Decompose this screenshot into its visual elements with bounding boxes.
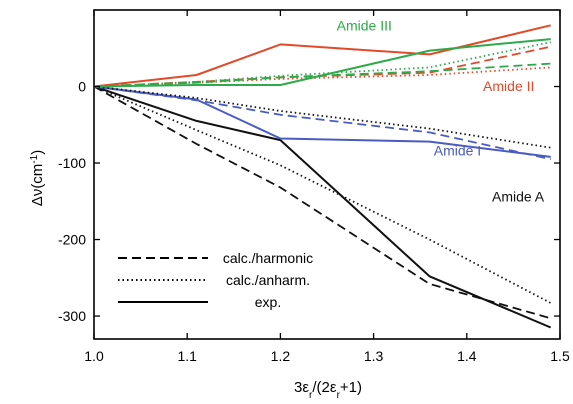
annotation-amide-a: Amide A [492, 188, 545, 204]
annotation-amide-iii: Amide III [337, 18, 392, 34]
ticks-layer: 1.0 1.1 1.2 1.3 1.4 1.5 0 -100 -200 -300 [58, 10, 570, 364]
series-line-amide-i-solid [94, 85, 551, 158]
series-line-amide-iii-solid [94, 38, 551, 88]
series-line-amide-a-solid [94, 85, 552, 329]
x-axis-label-c: +1) [340, 379, 362, 396]
x-axis-label-sub2: r [337, 390, 341, 401]
x-tick-label: 1.2 [271, 348, 291, 364]
x-tick-label: 1.3 [364, 348, 384, 364]
annotation-amide-ii: Amide II [483, 78, 534, 94]
x-axis-label-sub1: r [309, 390, 313, 401]
legend: calc./harmonic calc./anharm. exp. [118, 250, 313, 310]
x-axis-label-b: /(2ε [312, 379, 337, 396]
series-line-amide-i-dotted [94, 85, 551, 149]
x-tick-label: 1.4 [457, 348, 477, 364]
legend-label-solid: exp. [255, 294, 281, 310]
series-line-amide-i-dashed [94, 85, 551, 161]
annotation-amide-i: Amide I [434, 142, 481, 158]
y-tick-label: 0 [78, 79, 86, 95]
y-axis-label: Δν(cm-1) [29, 150, 47, 206]
plot-frame [93, 9, 561, 340]
series-layer [94, 24, 552, 329]
y-axis-label-sup: -1 [29, 154, 40, 163]
y-axis-label-close: ) [29, 150, 46, 155]
y-tick-label: -300 [58, 308, 86, 324]
series-line-amide-iii-dashed [94, 62, 551, 88]
y-tick-label: -200 [58, 232, 86, 248]
x-tick-label: 1.0 [84, 348, 104, 364]
x-tick-label: 1.1 [177, 348, 197, 364]
x-tick-label: 1.5 [550, 348, 570, 364]
y-tick-label: -100 [58, 155, 86, 171]
x-axis-label-a: 3ε [294, 379, 309, 396]
series-line-amide-iii-dotted [94, 41, 551, 88]
legend-label-dotted: calc./anharm. [226, 272, 310, 288]
legend-label-dashed: calc./harmonic [223, 250, 313, 266]
x-axis-label: 3εr/(2εr+1) [294, 379, 362, 401]
annotations-layer: Amide III Amide II Amide I Amide A [337, 18, 545, 205]
series-line-amide-a-dotted [94, 85, 552, 304]
y-axis-label-main: Δν(cm [29, 164, 46, 207]
series-line-amide-ii-solid [94, 24, 551, 88]
series-line-amide-a-dashed [94, 85, 551, 320]
